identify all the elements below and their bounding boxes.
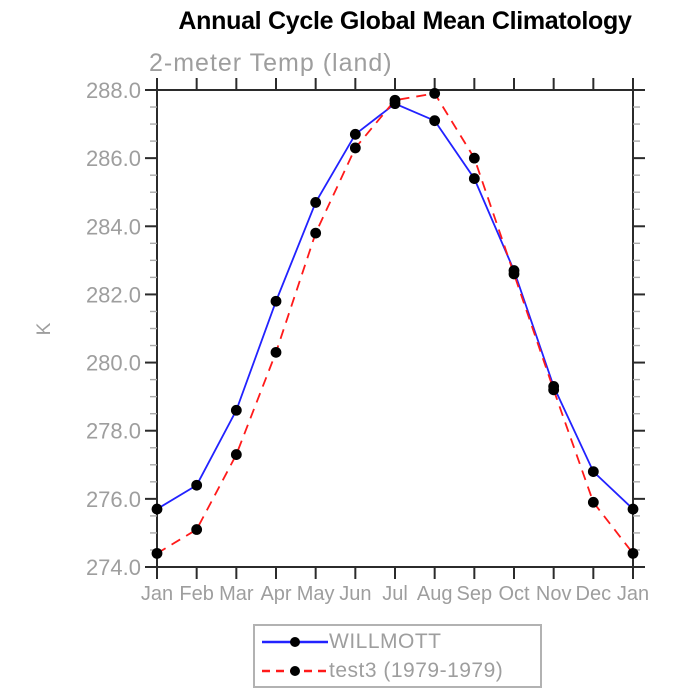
y-tick-label: 280.0 bbox=[86, 351, 141, 376]
y-tick-label: 278.0 bbox=[86, 419, 141, 444]
data-point-test3 bbox=[191, 524, 203, 535]
chart-title: Annual Cycle Global Mean Climatology bbox=[178, 7, 632, 35]
data-point-test3 bbox=[468, 152, 480, 164]
legend-marker-icon bbox=[290, 665, 300, 676]
data-point-test3 bbox=[310, 227, 322, 239]
legend-line-sample-icon bbox=[262, 665, 328, 676]
x-tick-label: Apr bbox=[260, 583, 291, 605]
y-tick-label: 284.0 bbox=[86, 214, 141, 239]
data-point-willmott bbox=[230, 404, 242, 416]
series-line-test3 bbox=[156, 92, 634, 555]
x-tick-label: May bbox=[297, 583, 335, 605]
legend-line-sample-icon bbox=[262, 636, 328, 647]
data-point-test3 bbox=[389, 94, 401, 106]
data-point-willmott bbox=[429, 115, 441, 127]
x-tick-label: Aug bbox=[417, 583, 453, 605]
y-tick-label: 276.0 bbox=[86, 487, 141, 512]
x-tick-label: Nov bbox=[536, 583, 572, 605]
data-point-test3 bbox=[270, 346, 282, 358]
data-point-willmott bbox=[627, 503, 639, 515]
y-tick-label: 288.0 bbox=[86, 78, 141, 103]
data-point-willmott bbox=[310, 197, 322, 208]
x-tick-label: Jan bbox=[617, 583, 649, 605]
chart-legend: WILLMOTT test3 (1979-1979) bbox=[253, 624, 542, 688]
legend-label: WILLMOTT bbox=[329, 629, 442, 653]
data-point-test3 bbox=[151, 547, 163, 559]
data-point-test3 bbox=[587, 496, 599, 508]
legend-item-test3: test3 (1979-1979) bbox=[262, 656, 540, 685]
x-tick-label: Dec bbox=[576, 583, 612, 605]
data-point-willmott bbox=[468, 173, 480, 184]
series-line-willmott bbox=[156, 102, 634, 510]
data-point-test3 bbox=[508, 268, 520, 280]
data-point-test3 bbox=[627, 547, 639, 559]
x-tick-label: Jan bbox=[141, 583, 173, 605]
x-tick-label: Sep bbox=[457, 583, 493, 605]
data-point-willmott bbox=[587, 466, 599, 477]
x-tick-label: Jul bbox=[382, 583, 408, 605]
chart-subtitle: 2-meter Temp (land) bbox=[149, 49, 393, 77]
x-tick-label: Feb bbox=[179, 583, 213, 605]
x-tick-label: Mar bbox=[219, 583, 254, 605]
y-tick-label: 282.0 bbox=[86, 282, 141, 307]
data-point-test3 bbox=[429, 88, 441, 99]
legend-marker-icon bbox=[290, 636, 300, 647]
data-point-test3 bbox=[230, 449, 242, 460]
data-point-willmott bbox=[349, 128, 361, 140]
data-point-test3 bbox=[548, 384, 560, 396]
x-tick-label: Oct bbox=[498, 583, 530, 605]
y-tick-label: 274.0 bbox=[86, 555, 141, 580]
data-point-test3 bbox=[349, 142, 361, 154]
data-point-willmott bbox=[191, 479, 203, 491]
legend-item-willmott: WILLMOTT bbox=[262, 627, 540, 656]
data-point-willmott bbox=[270, 295, 282, 307]
x-tick-label: Jun bbox=[339, 583, 371, 605]
legend-label: test3 (1979-1979) bbox=[329, 658, 504, 682]
data-point-willmott bbox=[151, 503, 163, 515]
y-tick-label: 286.0 bbox=[86, 146, 141, 171]
